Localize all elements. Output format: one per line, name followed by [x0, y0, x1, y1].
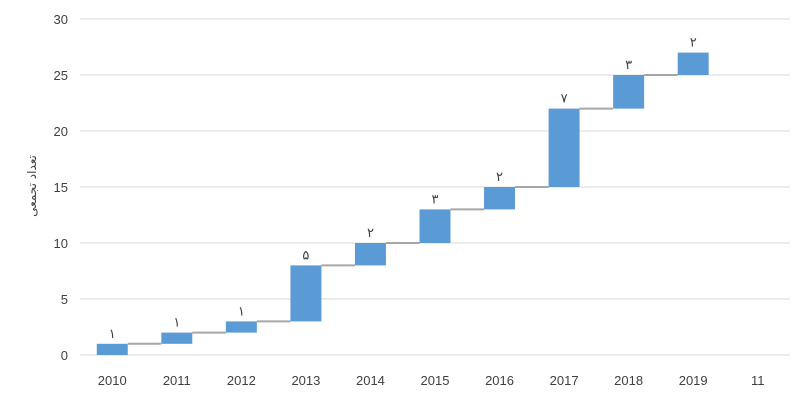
x-tick-label: 2015 [421, 373, 450, 388]
bar [419, 209, 451, 243]
bar [225, 321, 257, 333]
y-tick-label: 20 [54, 124, 68, 139]
bar [354, 243, 386, 266]
y-tick-label: 25 [54, 68, 68, 83]
y-axis-label: تعداد تجمعی [25, 155, 39, 217]
bar [290, 265, 322, 322]
data-label: ۲ [367, 226, 374, 241]
bar [613, 75, 645, 109]
y-tick-label: 0 [61, 348, 68, 363]
data-label: ۷ [561, 92, 568, 107]
x-axis-ticks: 2010 2011 2012 2013 2014 2015 2016 2017 2018 2019… [98, 373, 765, 388]
y-tick-label: 10 [54, 236, 68, 251]
data-label: ۱ [109, 327, 116, 342]
x-tick-label: 2013 [291, 373, 320, 388]
data-label: ۵ [302, 248, 309, 263]
y-tick-label: 15 [54, 180, 68, 195]
y-axis-ticks: 0 5 10 15 20 25 30 [54, 12, 68, 363]
y-tick-label: 30 [54, 12, 68, 27]
data-label: ۳ [625, 58, 632, 73]
bar [548, 108, 580, 187]
x-tick-label: 11 [751, 373, 765, 388]
bar [161, 332, 193, 344]
bars [96, 52, 709, 355]
data-label: ۱ [238, 304, 245, 319]
bar [484, 187, 516, 210]
x-tick-label: 2011 [163, 373, 191, 388]
data-label: ۳ [432, 192, 439, 207]
bar [677, 52, 709, 75]
x-tick-label: 2017 [550, 373, 579, 388]
y-tick-label: 5 [61, 292, 68, 307]
x-tick-label: 2016 [485, 373, 514, 388]
data-label: ۲ [690, 36, 697, 51]
x-tick-label: 2014 [356, 373, 385, 388]
data-labels: ۱ ۱ ۱ ۵ ۲ ۳ ۲ ۷ ۳ ۲ [109, 36, 697, 342]
x-tick-label: 2018 [614, 373, 643, 388]
data-label: ۲ [496, 170, 503, 185]
bar [96, 343, 128, 355]
connectors [127, 74, 678, 345]
x-tick-label: 2012 [227, 373, 256, 388]
x-tick-label: 2010 [98, 373, 127, 388]
data-label: ۱ [173, 316, 180, 331]
x-tick-label: 2019 [679, 373, 708, 388]
